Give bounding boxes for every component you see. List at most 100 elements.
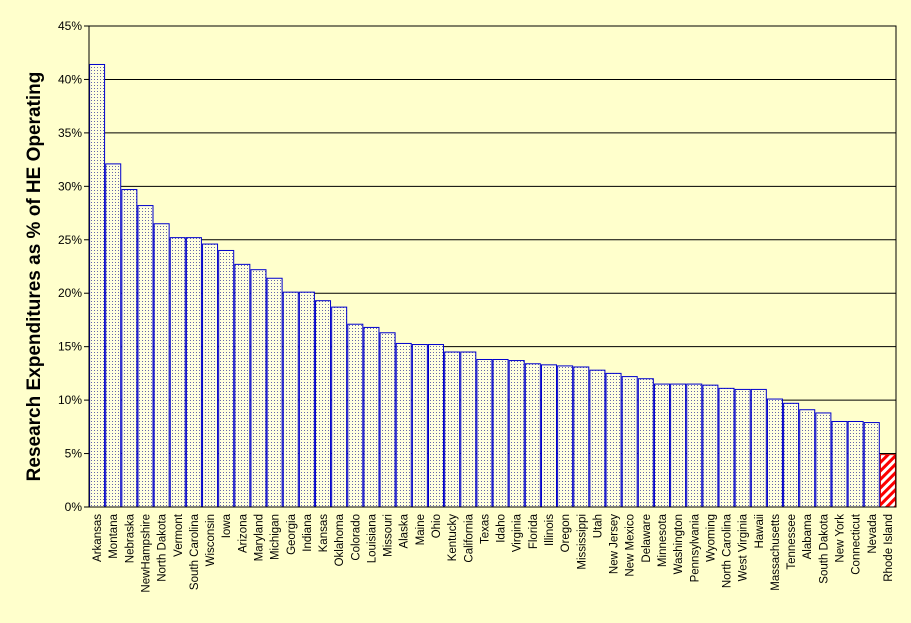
x-tick-label: Alabama [802, 513, 814, 559]
x-tick-label: Oklahoma [334, 513, 346, 566]
bar-michigan [266, 277, 283, 508]
bar-wisconsin [202, 243, 219, 508]
x-tick-label: Colorado [350, 514, 362, 561]
bar-mississippi [573, 366, 590, 508]
y-tick-labels: 0% 5% 10% 15% 20% 25% 30% 35% 40% 45% [58, 19, 82, 514]
x-tick-label: Texas [479, 514, 491, 544]
x-tick-label: Minnesota [657, 513, 669, 567]
x-tick-label: New Jersey [609, 514, 621, 574]
bar-pennsylvania [686, 383, 703, 508]
x-tick-label: Iowa [221, 513, 233, 538]
bar-south-carolina [185, 237, 202, 508]
x-tick-label: Maine [415, 514, 427, 545]
bar-new-york [831, 420, 848, 508]
bar-oklahoma [331, 306, 348, 508]
y-tick-label: 40% [58, 72, 82, 86]
bar-utah [589, 369, 606, 508]
bars [89, 63, 896, 508]
x-tick-label: North Carolina [722, 513, 734, 588]
x-tick-label: New York [835, 514, 847, 563]
bar-wyoming [702, 384, 719, 508]
bar-georgia [282, 291, 299, 508]
y-tick-label: 45% [58, 19, 82, 33]
y-tick-label: 5% [65, 447, 83, 461]
y-tick-label: 0% [65, 500, 83, 514]
bar-new-mexico [621, 376, 638, 508]
x-tick-label: Montana [108, 513, 120, 558]
x-tick-label: Arizona [237, 513, 249, 553]
x-tick-label: West Virginia [738, 513, 750, 581]
y-tick-label: 30% [58, 179, 82, 193]
bar-tennessee [783, 402, 800, 508]
bar-newhampshire [137, 205, 154, 508]
bar-virginia [508, 360, 525, 508]
x-tick-label: Georgia [286, 513, 298, 555]
x-tick-label: NewHampshire [140, 514, 152, 593]
x-tick-labels: Arkansas Montana Nebraska NewHampshire North… [92, 513, 895, 592]
x-tick-label: Florida [528, 513, 540, 549]
bar-california [460, 351, 477, 508]
y-tick-label: 35% [58, 126, 82, 140]
bar-kentucky [444, 351, 461, 508]
plot-frame [88, 25, 897, 508]
x-tick-label: New Mexico [625, 514, 637, 577]
bar-massachusetts [766, 398, 783, 508]
bar-idaho [492, 358, 509, 508]
bar-hawaii [750, 388, 767, 508]
y-tick-label: 10% [58, 393, 82, 407]
bar-maryland [250, 269, 267, 508]
bar-north-carolina [718, 387, 735, 508]
bar-alaska [395, 342, 412, 508]
bar-alabama [799, 409, 816, 508]
x-tick-label: Arkansas [92, 514, 104, 562]
bar-vermont [169, 237, 186, 508]
bar-new-jersey [605, 372, 622, 508]
x-tick-label: Ohio [431, 514, 443, 538]
bar-north-dakota [153, 223, 170, 508]
bar-indiana [298, 291, 315, 508]
bar-rhode-island [879, 454, 896, 508]
x-tick-label: Wyoming [705, 514, 717, 562]
y-tick-label: 15% [58, 340, 82, 354]
x-tick-label: Louisiana [366, 513, 378, 563]
x-tick-label: Maryland [253, 514, 265, 561]
x-tick-label: Tennessee [786, 514, 798, 570]
x-tick-label: Alaska [399, 513, 411, 548]
x-tick-label: Massachusetts [770, 514, 782, 591]
x-tick-label: South Dakota [818, 513, 830, 583]
bar-minnesota [653, 383, 670, 508]
bar-colorado [347, 323, 364, 508]
x-tick-label: Rhode Island [883, 514, 895, 582]
y-axis-label: Research Expenditures as % of HE Operati… [24, 72, 45, 482]
x-tick-label: Nevada [867, 513, 879, 553]
bar-oregon [557, 365, 574, 508]
x-tick-label: Missouri [383, 514, 395, 557]
bar-connecticut [847, 420, 864, 508]
y-tick-label: 20% [58, 286, 82, 300]
bar-missouri [379, 332, 396, 508]
x-tick-label: Utah [592, 514, 604, 538]
x-tick-label: Vermont [173, 513, 185, 557]
bar-illinois [540, 364, 557, 508]
x-tick-label: Delaware [641, 514, 653, 563]
bar-arkansas [89, 63, 106, 508]
bar-texas [476, 358, 493, 508]
x-tick-label: Connecticut [851, 513, 863, 575]
axes [84, 25, 897, 508]
x-tick-label: North Dakota [157, 513, 169, 581]
x-tick-label: Wisconsin [205, 514, 217, 566]
x-tick-label: Michigan [270, 514, 282, 560]
x-tick-label: Idaho [496, 514, 508, 543]
x-tick-label: Kentucky [447, 514, 459, 562]
bar-delaware [637, 378, 654, 508]
bar-florida [524, 363, 541, 508]
x-tick-label: Virginia [512, 513, 524, 552]
bar-south-dakota [815, 412, 832, 508]
y-tick-label: 25% [58, 233, 82, 247]
x-tick-label: Washington [673, 514, 685, 574]
bar-louisiana [363, 326, 380, 508]
x-tick-label: Illinois [544, 514, 556, 546]
bar-ohio [428, 344, 445, 508]
x-tick-label: Indiana [302, 513, 314, 551]
